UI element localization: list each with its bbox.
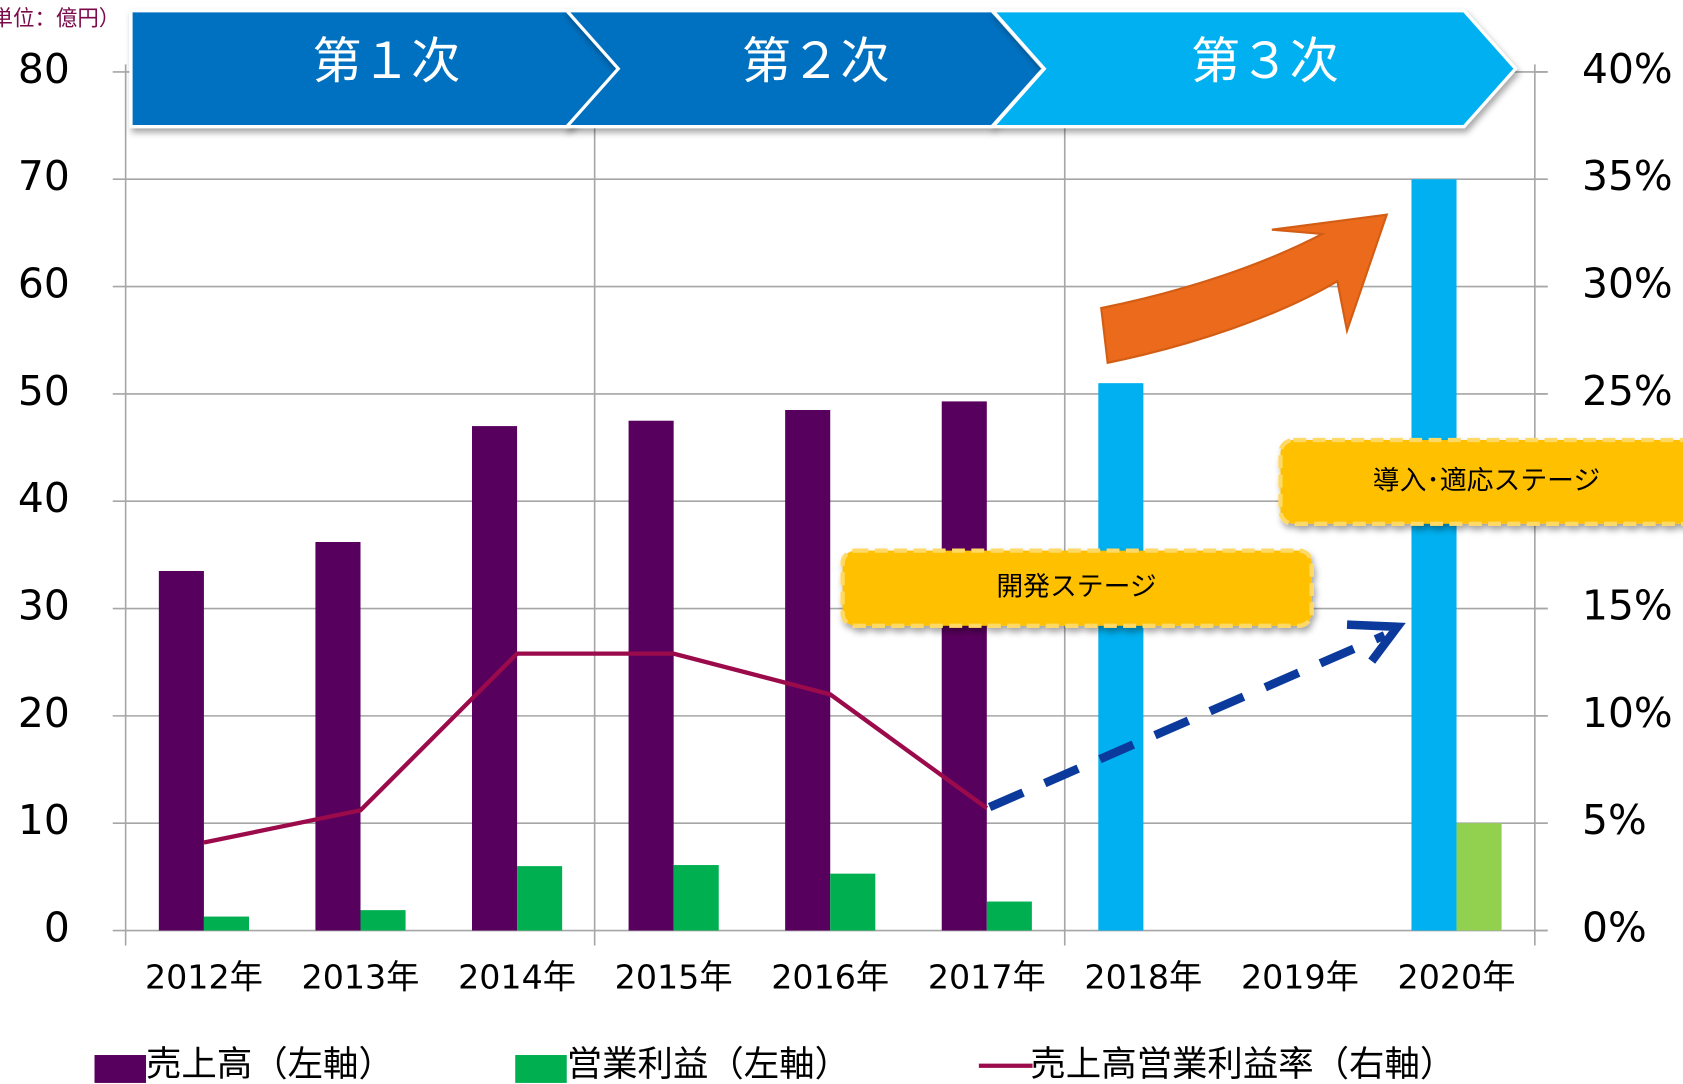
phase-label: 第２次 bbox=[742, 32, 890, 90]
y-tick-label: 40 bbox=[18, 474, 70, 522]
y2-tick-label: 15% bbox=[1582, 582, 1673, 630]
x-tick-label: 2017年 bbox=[928, 957, 1046, 996]
bar bbox=[1457, 823, 1502, 930]
bar bbox=[830, 874, 875, 931]
bar bbox=[204, 917, 249, 931]
y2-tick-label: 10% bbox=[1582, 689, 1673, 737]
y-tick-label: 10 bbox=[18, 796, 70, 844]
projection-arrow-head bbox=[1347, 625, 1397, 661]
chart: （単位：億円） 010203040506070800%5%10%15%20%25… bbox=[0, 0, 1683, 1084]
x-tick-label: 2020年 bbox=[1398, 957, 1516, 996]
bar bbox=[674, 865, 719, 930]
y-tick-label: 20 bbox=[18, 689, 70, 737]
y-tick-label: 60 bbox=[18, 260, 70, 308]
bar bbox=[1098, 383, 1143, 930]
x-tick-label: 2012年 bbox=[145, 957, 263, 996]
y2-tick-label: 35% bbox=[1582, 152, 1673, 200]
legend-label: 営業利益（左軸） bbox=[567, 1044, 850, 1084]
y-tick-label: 50 bbox=[18, 367, 70, 415]
x-tick-label: 2018年 bbox=[1084, 957, 1202, 996]
x-tick-label: 2013年 bbox=[302, 957, 420, 996]
y-tick-label: 70 bbox=[18, 152, 70, 200]
y-tick-label: 80 bbox=[18, 45, 70, 93]
bar bbox=[785, 410, 830, 931]
y2-tick-label: 5% bbox=[1582, 796, 1647, 844]
bar bbox=[942, 401, 987, 930]
x-tick-label: 2019年 bbox=[1241, 957, 1359, 996]
bar bbox=[315, 542, 360, 931]
bar bbox=[517, 866, 562, 930]
x-tick-label: 2014年 bbox=[458, 957, 576, 996]
bar bbox=[987, 902, 1032, 931]
projection-arrow bbox=[990, 635, 1385, 807]
stage-label: 開発ステージ bbox=[996, 572, 1156, 603]
y2-tick-label: 0% bbox=[1582, 904, 1647, 952]
x-tick-label: 2016年 bbox=[771, 957, 889, 996]
x-tick-label: 2015年 bbox=[615, 957, 733, 996]
phase-label: 第１次 bbox=[312, 32, 460, 90]
y-tick-label: 30 bbox=[18, 582, 70, 630]
bar bbox=[159, 571, 204, 931]
y-tick-label: 0 bbox=[44, 904, 70, 952]
legend-label: 売上高（左軸） bbox=[146, 1044, 394, 1084]
phase-label: 第３次 bbox=[1191, 32, 1339, 90]
bar bbox=[1411, 179, 1456, 930]
stage-label: 導入･適応ステージ bbox=[1373, 465, 1601, 496]
y2-tick-label: 30% bbox=[1582, 260, 1673, 308]
y2-tick-label: 40% bbox=[1582, 45, 1673, 93]
legend-label: 売上高営業利益率（右軸） bbox=[1030, 1044, 1455, 1084]
unit-label: （単位：億円） bbox=[0, 6, 120, 31]
trend-arrow bbox=[1101, 215, 1386, 363]
legend-swatch bbox=[515, 1055, 567, 1083]
bar bbox=[629, 421, 674, 931]
legend-swatch bbox=[95, 1055, 147, 1083]
y2-tick-label: 25% bbox=[1582, 367, 1673, 415]
bar bbox=[360, 910, 405, 930]
